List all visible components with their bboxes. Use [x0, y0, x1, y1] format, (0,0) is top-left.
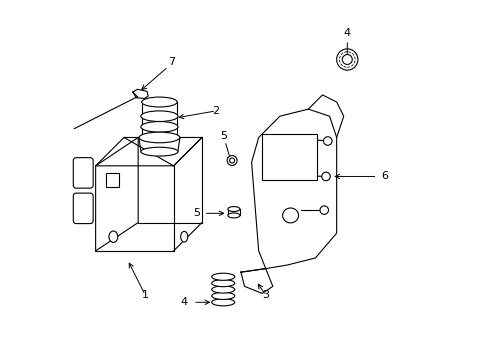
FancyBboxPatch shape — [73, 158, 93, 188]
Bar — [262, 134, 317, 180]
Ellipse shape — [139, 132, 180, 143]
Ellipse shape — [342, 54, 351, 64]
Text: 4: 4 — [180, 297, 187, 307]
FancyBboxPatch shape — [73, 193, 93, 224]
Circle shape — [323, 137, 331, 145]
Ellipse shape — [142, 97, 177, 107]
Ellipse shape — [339, 52, 354, 67]
Text: 5: 5 — [193, 208, 200, 218]
Text: 6: 6 — [380, 171, 387, 181]
Ellipse shape — [141, 122, 178, 132]
Ellipse shape — [211, 280, 234, 287]
Circle shape — [226, 156, 237, 166]
Ellipse shape — [109, 231, 118, 242]
Ellipse shape — [211, 273, 234, 280]
Ellipse shape — [336, 49, 357, 70]
Ellipse shape — [211, 286, 234, 293]
Ellipse shape — [181, 231, 187, 242]
Circle shape — [229, 158, 234, 163]
Circle shape — [319, 206, 328, 215]
Ellipse shape — [282, 208, 298, 223]
Ellipse shape — [211, 292, 234, 300]
Text: 4: 4 — [343, 28, 350, 38]
Text: 3: 3 — [262, 290, 269, 300]
Ellipse shape — [211, 299, 234, 306]
Bar — [106, 173, 119, 187]
Ellipse shape — [141, 147, 178, 156]
Text: 2: 2 — [212, 106, 219, 116]
Text: 5: 5 — [219, 131, 226, 141]
Circle shape — [321, 172, 329, 181]
Text: 1: 1 — [142, 290, 148, 300]
Ellipse shape — [141, 111, 178, 122]
Text: 7: 7 — [168, 57, 175, 67]
Ellipse shape — [227, 207, 240, 212]
Ellipse shape — [227, 213, 240, 218]
